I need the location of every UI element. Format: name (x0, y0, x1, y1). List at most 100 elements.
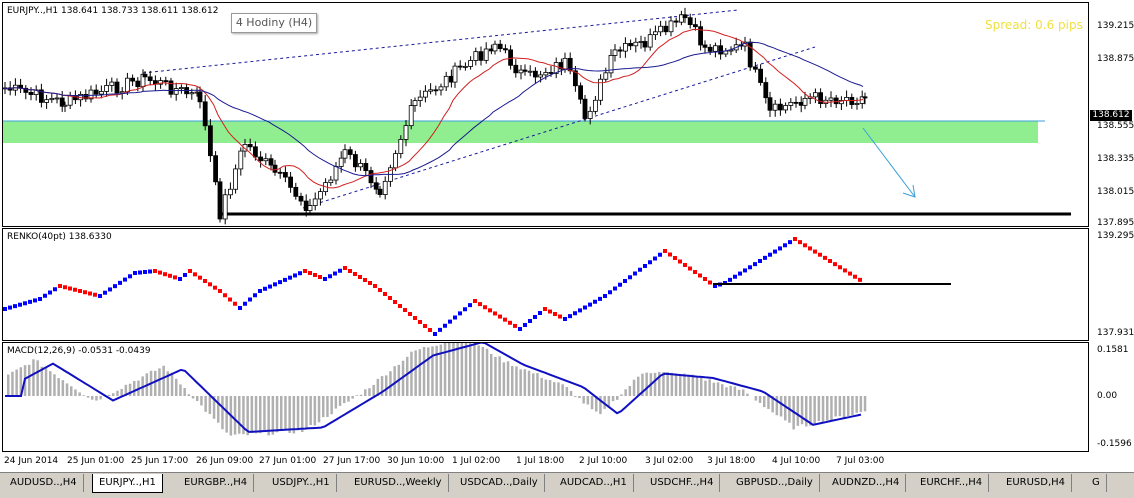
candle-body (294, 187, 298, 196)
macd-histogram-bar (330, 396, 333, 414)
candle-body (753, 67, 757, 69)
renko-brick (513, 324, 517, 328)
chart-tab-active[interactable]: EURJPY..,H1 (92, 474, 163, 493)
time-tick: 30 Jun 10:00 (387, 456, 444, 466)
time-tick: 25 Jun 01:00 (67, 456, 124, 466)
macd-histogram-bar (818, 396, 821, 421)
renko-brick (598, 297, 602, 301)
macd-pane[interactable]: MACD(12,26,9) -0.0531 -0.0439 (2, 342, 1089, 452)
macd-histogram-bar (192, 396, 195, 399)
candle-body (829, 98, 833, 100)
macd-histogram-bar (503, 362, 506, 396)
renko-brick (698, 274, 702, 278)
chart-tab[interactable]: EURUSD,H4 (1000, 474, 1072, 492)
renko-brick (278, 280, 282, 284)
renko-brick (743, 268, 747, 272)
candle-body (674, 21, 678, 22)
chart-tab[interactable]: EURGBP..,H4 (178, 474, 254, 492)
macd-chart-canvas[interactable] (3, 343, 1089, 452)
macd-histogram-bar (746, 394, 749, 396)
renko-brick (118, 281, 122, 285)
candle-body (404, 126, 408, 140)
renko-tick: 137.931 (1097, 328, 1134, 338)
candle-body (444, 76, 448, 86)
chart-tab[interactable]: GBPUSD..,Daily (730, 474, 820, 492)
macd-histogram-bar (32, 359, 35, 396)
renko-brick (643, 264, 647, 268)
chart-window[interactable]: EURJPY..,H1 138.641 138.733 138.611 138.… (0, 0, 1134, 472)
macd-histogram-bar (511, 366, 514, 396)
candle-body (434, 90, 438, 91)
price-tick: 137.895 (1097, 218, 1134, 228)
candle-body (604, 73, 608, 79)
renko-brick (113, 284, 117, 288)
candle-body (264, 159, 268, 161)
candle-body (364, 163, 368, 170)
macd-histogram-bar (612, 396, 615, 401)
price-chart-canvas[interactable] (3, 3, 1089, 227)
candle-body (63, 105, 67, 106)
chart-tab[interactable]: EURCHF..,H4 (914, 474, 989, 492)
candle-body (190, 93, 194, 94)
renko-brick (523, 323, 527, 327)
chart-tab[interactable]: USDJPY..,H1 (266, 474, 337, 492)
macd-histogram-bar (347, 396, 350, 402)
renko-brick (563, 317, 567, 321)
time-tick: 24 Jun 2014 (4, 456, 58, 466)
macd-histogram-bar (839, 396, 842, 416)
macd-histogram-bar (784, 396, 787, 420)
macd-histogram-bar (272, 396, 275, 435)
macd-histogram-bar (293, 396, 296, 433)
renko-brick (498, 315, 502, 319)
renko-brick (198, 276, 202, 280)
renko-brick (618, 283, 622, 287)
chart-tab[interactable]: USDCHF..,H4 (644, 474, 720, 492)
chart-tab[interactable]: AUDNZD..,H4 (826, 474, 906, 492)
renko-brick (708, 281, 712, 285)
renko-brick (728, 278, 732, 282)
renko-chart-canvas[interactable] (3, 229, 1089, 341)
candle-body (514, 65, 518, 73)
renko-brick (768, 253, 772, 257)
macd-histogram-bar (532, 373, 535, 396)
renko-brick (828, 259, 832, 263)
candle-body (764, 83, 768, 98)
chart-tab[interactable]: EURUSD..,Weekly (348, 474, 449, 492)
macd-histogram-bar (704, 381, 707, 396)
chart-tab[interactable]: AUDCAD..,H1 (554, 474, 634, 492)
macd-histogram-bar (7, 375, 10, 396)
macd-histogram-bar (28, 365, 31, 396)
macd-histogram-bar (251, 396, 254, 433)
macd-histogram-bar (112, 393, 115, 396)
chart-tab[interactable]: G (1086, 474, 1107, 492)
renko-pane[interactable]: RENKO(40pt) 138.6330 (2, 228, 1089, 341)
chart-tab[interactable]: USDCAD..,Daily (454, 474, 545, 492)
renko-brick (223, 293, 227, 297)
macd-histogram-bar (162, 366, 165, 396)
price-pane[interactable]: EURJPY..,H1 138.641 138.733 138.611 138.… (2, 2, 1089, 227)
candle-body (579, 86, 583, 99)
macd-histogram-bar (175, 379, 178, 396)
renko-brick (208, 282, 212, 286)
candle-body (693, 25, 697, 27)
time-tick: 1 Jul 02:00 (452, 456, 500, 466)
macd-histogram-bar (671, 373, 674, 396)
chart-tab[interactable]: AUDUSD..,H4 (4, 474, 84, 492)
candle-body (179, 87, 183, 88)
renko-brick (783, 243, 787, 247)
macd-histogram-bar (221, 396, 224, 429)
timeframe-label-box[interactable]: 4 Hodiny (H4) (231, 13, 317, 33)
candle-body (418, 97, 422, 100)
renko-brick (393, 300, 397, 304)
renko-brick (78, 289, 82, 293)
macd-histogram-bar (318, 396, 321, 422)
macd-histogram-bar (797, 396, 800, 426)
candle-body (659, 26, 663, 32)
candle-body (29, 92, 33, 94)
candle-body (164, 81, 168, 82)
macd-histogram-bar (578, 396, 581, 398)
renko-brick (248, 298, 252, 302)
macd-histogram-bar (326, 396, 329, 417)
candle-body (643, 41, 647, 47)
candle-body (409, 106, 413, 126)
